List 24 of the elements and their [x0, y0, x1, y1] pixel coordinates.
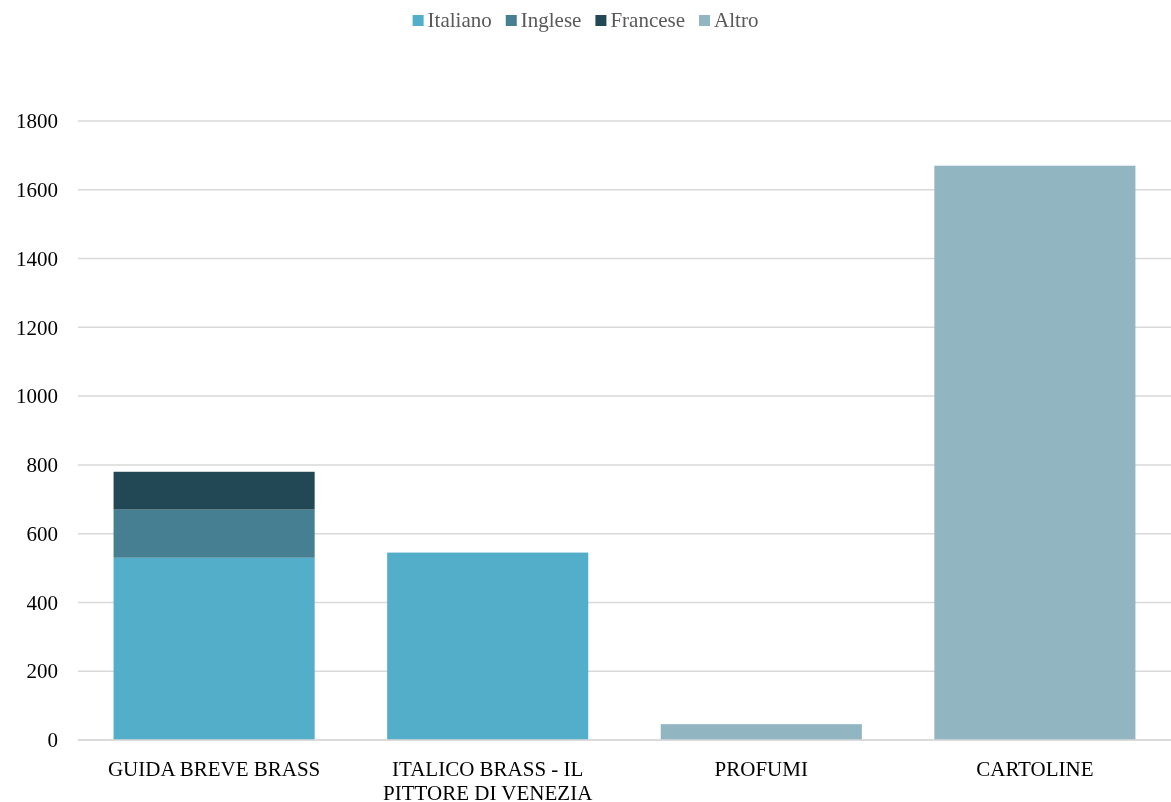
- bar: [387, 552, 589, 740]
- legend-label: Altro: [714, 8, 759, 32]
- y-tick-label: 800: [26, 453, 58, 478]
- y-tick-label: 400: [26, 590, 58, 615]
- bar: [113, 509, 315, 558]
- legend-label: Francese: [610, 8, 686, 32]
- y-tick-label: 1200: [16, 315, 58, 340]
- y-tick-label: 200: [26, 659, 58, 684]
- bar: [113, 557, 315, 740]
- x-tick-label: CARTOLINE: [976, 757, 1094, 781]
- bar: [113, 471, 315, 510]
- y-tick-label: 1000: [16, 384, 58, 409]
- x-tick-label: PROFUMI: [714, 757, 808, 781]
- bar: [934, 165, 1136, 740]
- y-tick-label: 1800: [16, 109, 58, 134]
- legend-label: Inglese: [520, 8, 582, 32]
- y-tick-label: 600: [26, 521, 58, 546]
- x-tick-label: GUIDA BREVE BRASS: [107, 757, 321, 781]
- y-tick-label: 1600: [16, 178, 58, 202]
- y-tick-label: 0: [47, 728, 58, 753]
- legend-label: Italiano: [427, 8, 492, 32]
- x-tick-label: ITALICO BRASS - IL PITTORE DI VENEZIA: [383, 757, 594, 802]
- bar: [660, 724, 862, 740]
- y-tick-label: 1400: [16, 246, 58, 271]
